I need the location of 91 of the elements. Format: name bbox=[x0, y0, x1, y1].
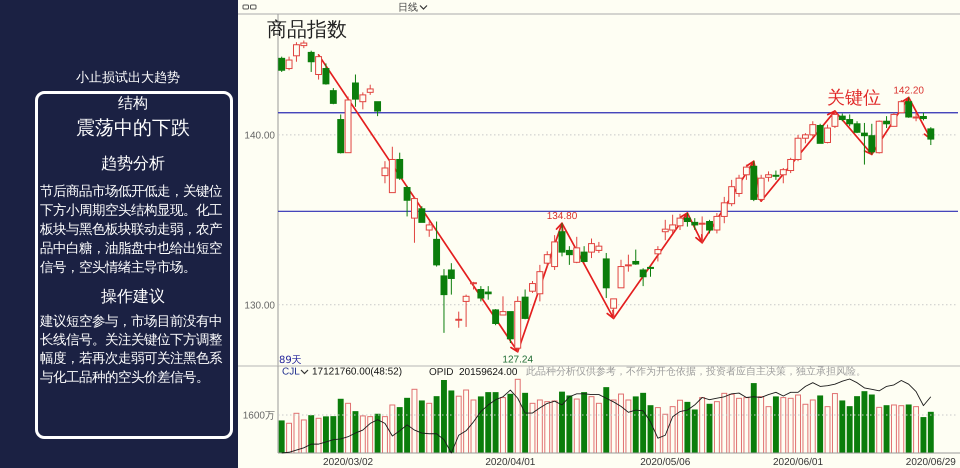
text: 建议短空参与，市场目前没有中长线信号。关注关键位下方调整幅度，若再次走弱可关注黑色系与化工品种的空头价差信号。 bbox=[39, 314, 222, 386]
bar bbox=[507, 394, 514, 454]
annotation: 17121760.00(48:52) bbox=[312, 366, 402, 378]
candlestick bbox=[831, 110, 838, 129]
candlestick bbox=[824, 124, 831, 144]
bar bbox=[884, 405, 890, 454]
bar bbox=[906, 404, 912, 454]
bar bbox=[500, 397, 506, 454]
candlestick bbox=[396, 152, 404, 180]
candlestick bbox=[426, 221, 433, 238]
candlestick bbox=[632, 249, 640, 266]
bar bbox=[522, 392, 528, 454]
candlestick bbox=[890, 112, 898, 127]
candlestick bbox=[359, 92, 366, 110]
candlestick bbox=[462, 294, 470, 328]
x-tick-label: 2020/06/01 bbox=[773, 457, 824, 468]
candlestick bbox=[366, 84, 374, 96]
candlestick bbox=[308, 50, 315, 72]
bar bbox=[699, 397, 706, 454]
bar bbox=[345, 402, 352, 454]
candlestick bbox=[500, 296, 506, 316]
candlestick bbox=[492, 308, 500, 326]
candlestick bbox=[742, 164, 750, 180]
text: 趋势分析 bbox=[101, 154, 165, 172]
candlestick bbox=[374, 101, 382, 117]
text: 操作建议 bbox=[101, 286, 165, 306]
candlestick bbox=[404, 185, 411, 217]
text: 节后商品市场低开低走，关键位下方小周期空头结构显现。化工板块与黑色板块联动走弱，农产品中白糖，油脂盘中也给出短空信号，空头情绪主导市场。 bbox=[39, 184, 222, 276]
annotation: 127.24 bbox=[502, 354, 534, 366]
bar bbox=[772, 396, 779, 454]
x-tick-label: 2020/04/01 bbox=[485, 457, 536, 468]
bar bbox=[581, 392, 588, 454]
bar bbox=[913, 406, 920, 454]
candlestick bbox=[352, 74, 359, 108]
annotation: 20159624.00 bbox=[459, 366, 518, 378]
candlestick bbox=[772, 170, 780, 180]
candlestick bbox=[654, 246, 662, 262]
candlestick bbox=[330, 88, 337, 105]
candlestick bbox=[905, 96, 912, 118]
candlestick bbox=[647, 266, 654, 278]
candlestick bbox=[573, 236, 580, 264]
y-tick-label: 130.00 bbox=[244, 300, 276, 312]
x-tick-label: 2020/03/02 bbox=[323, 457, 374, 468]
bar bbox=[603, 387, 610, 454]
candlestick bbox=[898, 99, 905, 114]
y-tick-label: 1600万 bbox=[242, 410, 275, 422]
ref-line-label: 关键位 bbox=[826, 88, 881, 109]
annotation: CJL bbox=[282, 366, 300, 378]
candlestick bbox=[816, 123, 824, 144]
bar bbox=[706, 404, 712, 454]
candlestick bbox=[580, 246, 588, 263]
annotation: 此品种分析仅供参考，不作为开仓依据，投资者应自主决策，独立承担风险。 bbox=[526, 366, 866, 378]
candlestick bbox=[640, 268, 647, 287]
text: 小止损试出大趋势 bbox=[76, 70, 180, 86]
candlestick bbox=[315, 54, 322, 80]
candlestick bbox=[691, 218, 698, 231]
annotation: 134.80 bbox=[546, 211, 578, 222]
candlestick bbox=[418, 206, 426, 223]
text: 震荡中的下跌 bbox=[76, 117, 190, 139]
candlestick bbox=[411, 196, 418, 244]
bar bbox=[876, 406, 882, 454]
bar bbox=[574, 398, 580, 454]
bar bbox=[316, 418, 322, 454]
text: 结构 bbox=[118, 94, 148, 112]
candlestick bbox=[698, 216, 706, 244]
candlestick bbox=[322, 62, 330, 86]
candlestick bbox=[883, 116, 890, 129]
bar bbox=[374, 414, 381, 454]
bar bbox=[308, 415, 314, 454]
candlestick bbox=[927, 126, 934, 146]
bar bbox=[418, 400, 425, 454]
bar bbox=[278, 420, 285, 454]
bar bbox=[352, 411, 358, 454]
y-tick-label: 140.00 bbox=[244, 130, 276, 142]
bar bbox=[817, 395, 824, 454]
candlestick bbox=[610, 298, 618, 319]
chart-title: 商品指数 bbox=[267, 17, 347, 41]
chart-subtitle: 日线 bbox=[398, 2, 418, 14]
annotation: 89天 bbox=[279, 355, 302, 366]
annotation: 142.20 bbox=[893, 85, 924, 96]
candlestick bbox=[684, 212, 691, 228]
x-tick-label: 2020/05/06 bbox=[640, 457, 691, 468]
bar bbox=[750, 383, 757, 454]
candlestick bbox=[278, 56, 286, 72]
text: OPID bbox=[429, 366, 454, 378]
candlestick bbox=[286, 56, 293, 71]
bar bbox=[412, 388, 418, 454]
x-tick-label: 2020/06/29 bbox=[906, 457, 956, 468]
candlestick bbox=[522, 289, 529, 320]
candlestick bbox=[455, 311, 462, 328]
candlestick bbox=[706, 219, 713, 234]
